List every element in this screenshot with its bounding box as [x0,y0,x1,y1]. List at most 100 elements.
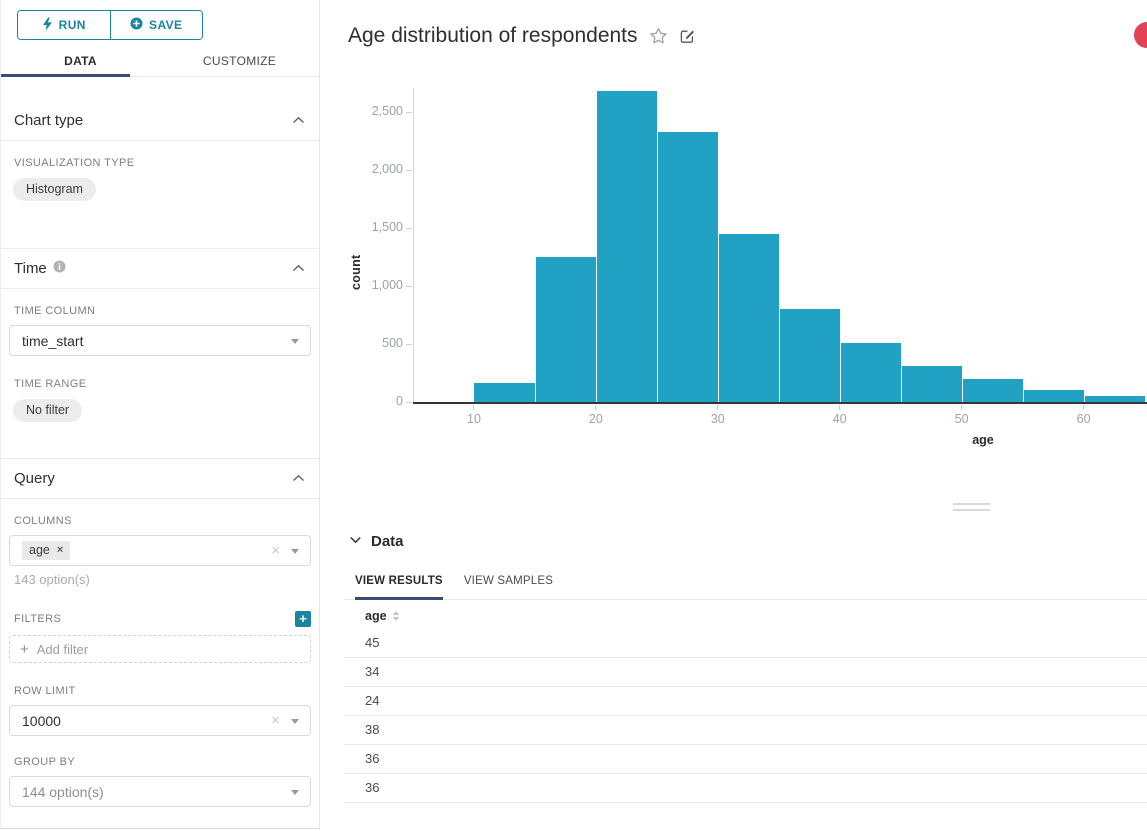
y-axis-tick-label: 2,500 [371,104,403,119]
x-axis-tick-label: 20 [588,412,603,426]
remove-tag-icon[interactable]: × [56,544,64,556]
active-tab-indicator [1,74,130,77]
histogram-bar [473,383,535,402]
tab-view-samples[interactable]: VIEW SAMPLES [463,575,554,587]
viz-type-pill[interactable]: Histogram [13,178,96,201]
columns-select[interactable]: age × × [9,535,311,566]
chevron-down-icon [291,790,299,795]
run-button-label: RUN [58,18,86,32]
tab-data[interactable]: DATA [64,54,97,68]
time-column-label: TIME COLUMN [14,305,96,317]
y-axis-tick-mark [406,112,412,114]
x-axis-tick-mark [595,405,597,410]
row-limit-value: 10000 [22,712,61,729]
section-time-title: Time [14,260,47,277]
table-row: 38 [344,716,1147,745]
x-axis-tick-label: 30 [710,412,725,426]
time-column-select[interactable]: time_start [9,325,311,356]
y-axis-tick-mark [406,228,412,230]
row-limit-select[interactable]: 10000 × [9,705,311,736]
panel-resize-handle[interactable] [953,503,990,515]
y-axis-tick-label: 1,500 [371,220,403,235]
histogram-chart: count 0 500 1,000 1,500 2,000 2,500 10 20 30 40 5… [321,56,1147,520]
lightning-icon [42,17,53,34]
status-badge[interactable] [1134,22,1147,48]
y-axis-tick-label: 500 [382,336,403,351]
add-filter-dropzone[interactable]: + Add filter [9,635,311,663]
histogram-bar [656,132,718,402]
plus-circle-icon [130,17,143,33]
info-icon [53,260,66,277]
group-by-select[interactable]: 144 option(s) [9,776,311,807]
clear-select-icon[interactable]: × [271,542,280,559]
edit-title-icon[interactable] [679,28,696,44]
chevron-down-icon [291,549,299,554]
x-axis-tick-label: 10 [467,412,481,426]
x-axis-tick-mark [717,405,719,410]
group-by-label: GROUP BY [14,756,76,768]
histogram-bar [1022,389,1084,402]
chevron-down-icon [349,532,362,550]
y-axis-tick-mark [406,170,412,172]
save-button[interactable]: SAVE [109,11,202,39]
time-range-label: TIME RANGE [14,378,87,390]
histogram-bar [595,91,657,402]
histogram-bar [717,234,779,402]
results-tabs: VIEW RESULTS VIEW SAMPLES [344,575,1147,600]
x-axis-tick-mark [839,405,841,410]
section-query-title: Query [14,470,55,487]
data-panel-header[interactable]: Data [321,520,1147,550]
x-axis-tick-mark [473,405,475,410]
add-filter-button[interactable]: + [295,611,311,627]
sidebar-tabs: DATA CUSTOMIZE [1,48,319,77]
histogram-bar [1083,396,1145,402]
data-panel-title: Data [371,532,404,550]
section-query: Query COLUMNS age × × 143 option(s) FILT… [1,459,319,831]
histogram-bar [534,257,596,402]
results-column-header[interactable]: age [365,609,387,623]
filters-label: FILTERS [14,613,62,625]
time-range-pill[interactable]: No filter [13,399,83,422]
chart-title: Age distribution of respondents [348,24,638,47]
columns-options-count: 143 option(s) [14,572,90,587]
histogram-bar [839,342,901,402]
y-axis-line [413,88,414,403]
results-table-body: 45 34 24 38 36 36 [344,629,1147,803]
chevron-down-icon [291,719,299,724]
section-chart-type-header[interactable]: Chart type [1,101,319,140]
histogram-bar [961,378,1023,402]
y-axis-tick-label: 0 [396,394,403,408]
sort-icon[interactable] [392,611,399,621]
results-table-header: age [344,600,1147,629]
results-table: age 45 34 24 38 36 36 [344,600,1147,803]
favorite-star-icon[interactable] [649,27,668,45]
clear-select-icon[interactable]: × [271,712,280,729]
chevron-up-icon[interactable] [292,260,305,277]
y-axis-tick-label: 2,000 [371,162,403,177]
tab-customize[interactable]: CUSTOMIZE [202,54,277,68]
columns-label: COLUMNS [14,515,72,527]
row-limit-label: ROW LIMIT [14,685,76,697]
x-axis-tick-label: 40 [832,412,847,426]
tab-view-results[interactable]: VIEW RESULTS [355,575,443,600]
plot-area [413,88,1147,402]
y-axis-tick-mark [406,344,412,346]
histogram-bar [900,366,962,402]
columns-selected-tag: age × [22,541,71,560]
y-axis-tick-mark [406,286,412,288]
histogram-bar [778,308,840,402]
section-time: Time TIME COLUMN time_start TIME RANGE N… [1,249,319,459]
chevron-up-icon[interactable] [292,112,305,129]
table-row: 24 [344,687,1147,716]
table-row: 45 [344,629,1147,658]
table-row: 34 [344,658,1147,687]
section-time-header[interactable]: Time [1,249,319,288]
section-query-header[interactable]: Query [1,459,319,498]
y-axis-tick-label: 1,000 [371,278,403,293]
x-axis-tick-label: 50 [954,412,969,426]
chevron-up-icon[interactable] [292,470,305,487]
x-axis-line [413,402,1147,404]
section-chart-type: Chart type VISUALIZATION TYPE Histogram [1,101,319,249]
run-button[interactable]: RUN [18,11,110,39]
